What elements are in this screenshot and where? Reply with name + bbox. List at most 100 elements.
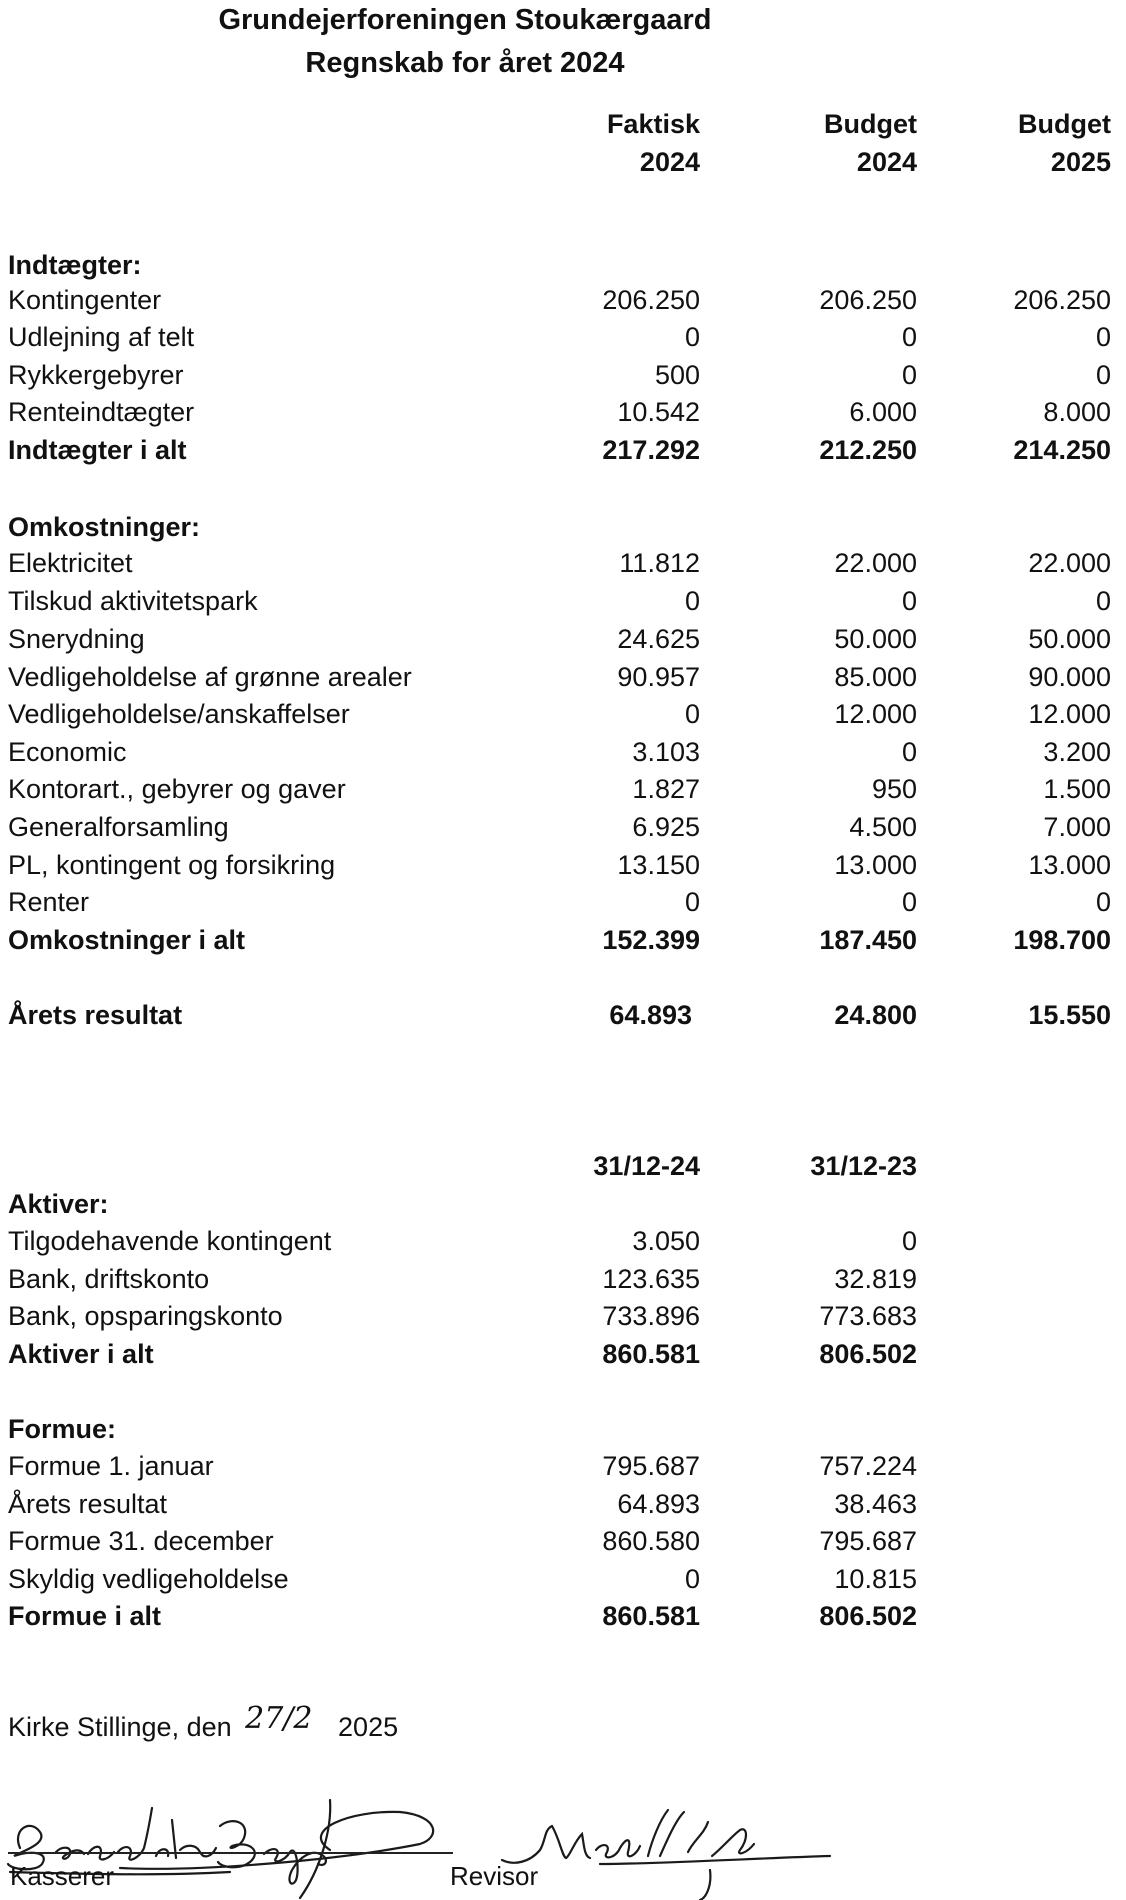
row-value: 0 [901,322,917,352]
table-row: Vedligeholdelse af grønne arealer 90.957… [8,660,1118,698]
row-label: Formue 31. december [8,1526,274,1556]
income-total-row: Indtægter i alt 217.292 212.250 214.250 [8,433,1118,471]
balance-col-header-2023: 31/12-23 [810,1151,917,1181]
treasurer-role-label: Kasserer [10,1861,115,1891]
row-label: Omkostninger: [8,512,201,542]
place-date-line: Kirke Stillinge, den 27/2 2025 [8,1702,398,1744]
row-value: 4.500 [849,812,917,842]
row-value: 860.581 [602,1601,700,1631]
row-value: 806.502 [819,1601,917,1631]
row-value: 10.815 [834,1564,917,1594]
table-row: Formue 31. december 860.580 795.687 [8,1524,1118,1562]
row-value: 64.893 [617,1489,700,1519]
row-value: 860.581 [602,1339,700,1369]
document-subtitle: Regnskab for året 2024 [305,47,625,79]
row-value: 212.250 [819,435,917,465]
row-label: Omkostninger i alt [8,925,246,955]
row-label: Formue i alt [8,1601,162,1631]
table-row: Formue 1. januar 795.687 757.224 [8,1449,1118,1487]
row-value: 12.000 [1028,699,1111,729]
row-value: 50.000 [834,624,917,654]
row-value: 6.000 [849,397,917,427]
treasurer-signature [6,1798,435,1900]
row-label: Bank, opsparingskonto [8,1301,283,1331]
table-row: Generalforsamling 6.925 4.500 7.000 [8,810,1118,848]
document-title: Grundejerforeningen Stoukærgaard [218,4,712,36]
row-value: 0 [684,887,700,917]
section-heading-expenses: Omkostninger: [8,510,1118,548]
row-value: 206.250 [1013,285,1111,315]
row-value: 806.502 [819,1339,917,1369]
row-label: Rykkergebyrer [8,360,184,390]
row-value: 15.550 [1028,1000,1111,1030]
row-label: Renteindtægter [8,397,195,427]
treasurer-signature-line [8,1852,453,1854]
section-heading-equity: Formue: [8,1412,1118,1450]
row-value: 214.250 [1013,435,1111,465]
row-value: 795.687 [602,1451,700,1481]
row-value: 1.500 [1043,774,1111,804]
row-value: 795.687 [819,1526,917,1556]
row-value: 0 [684,1564,700,1594]
col-header-budget-2025: Budget 2025 [1018,109,1111,177]
row-label: Skyldig vedligeholdelse [8,1564,289,1594]
row-value: 0 [684,322,700,352]
row-value: 0 [901,737,917,767]
row-value: 12.000 [834,699,917,729]
row-label: Udlejning af telt [8,322,195,352]
table-row: Bank, driftskonto 123.635 32.819 [8,1262,1118,1300]
row-label: PL, kontingent og forsikring [8,850,336,880]
table-row: Årets resultat 64.893 38.463 [8,1487,1118,1525]
table-row: Tilskud aktivitetspark 0 0 0 [8,584,1118,622]
row-label: Årets resultat [8,1000,183,1030]
row-value: 860.580 [602,1526,700,1556]
table-row: Economic 3.103 0 3.200 [8,735,1118,773]
row-label: Formue 1. januar [8,1451,214,1481]
handwritten-date: 27/2 [245,1701,313,1736]
row-value: 198.700 [1013,925,1111,955]
place-text: Kirke Stillinge, den [8,1712,232,1742]
row-value: 3.050 [632,1226,700,1256]
row-value: 22.000 [1028,548,1111,578]
row-label: Indtægter i alt [8,435,187,465]
row-label: Kontorart., gebyrer og gaver [8,774,346,804]
row-value: 50.000 [1028,624,1111,654]
row-label: Elektricitet [8,548,133,578]
row-value: 757.224 [819,1451,917,1481]
row-value: 217.292 [602,435,700,465]
section-heading-income: Indtægter: [8,248,1118,286]
row-label: Aktiver i alt [8,1339,154,1369]
row-value: 0 [1095,322,1111,352]
auditor-signature [500,1808,832,1900]
row-value: 0 [901,586,917,616]
table-row: Bank, opsparingskonto 733.896 773.683 [8,1299,1118,1337]
table-row: Rykkergebyrer 500 0 0 [8,358,1118,396]
col-header-faktisk: Faktisk 2024 [606,109,700,177]
row-value: 0 [684,699,700,729]
row-value: 24.800 [834,1000,917,1030]
row-value: 13.000 [1028,850,1111,880]
signatures-illustration [6,1798,832,1900]
row-value: 206.250 [819,285,917,315]
row-value: 0 [1095,360,1111,390]
row-value: 3.103 [632,737,700,767]
row-value: 13.000 [834,850,917,880]
row-value: 6.925 [632,812,700,842]
row-value: 38.463 [834,1489,917,1519]
row-label: Årets resultat [8,1489,168,1519]
row-label: Economic [8,737,127,767]
row-value: 123.635 [602,1264,700,1294]
row-value: 32.819 [834,1264,917,1294]
section-heading-assets: Aktiver: [8,1187,1118,1225]
row-value: 13.150 [617,850,700,880]
result-row: Årets resultat 64.893 24.800 15.550 [8,998,1118,1036]
row-value: 0 [901,887,917,917]
balance-col-header-2024: 31/12-24 [593,1151,700,1181]
row-value: 85.000 [834,662,917,692]
table-row: Renteindtægter 10.542 6.000 8.000 [8,395,1118,433]
row-value: 22.000 [834,548,917,578]
row-value: 90.000 [1028,662,1111,692]
table-row: Elektricitet 11.812 22.000 22.000 [8,546,1118,584]
row-value: 0 [684,586,700,616]
row-value: 64.893 [609,1000,692,1030]
